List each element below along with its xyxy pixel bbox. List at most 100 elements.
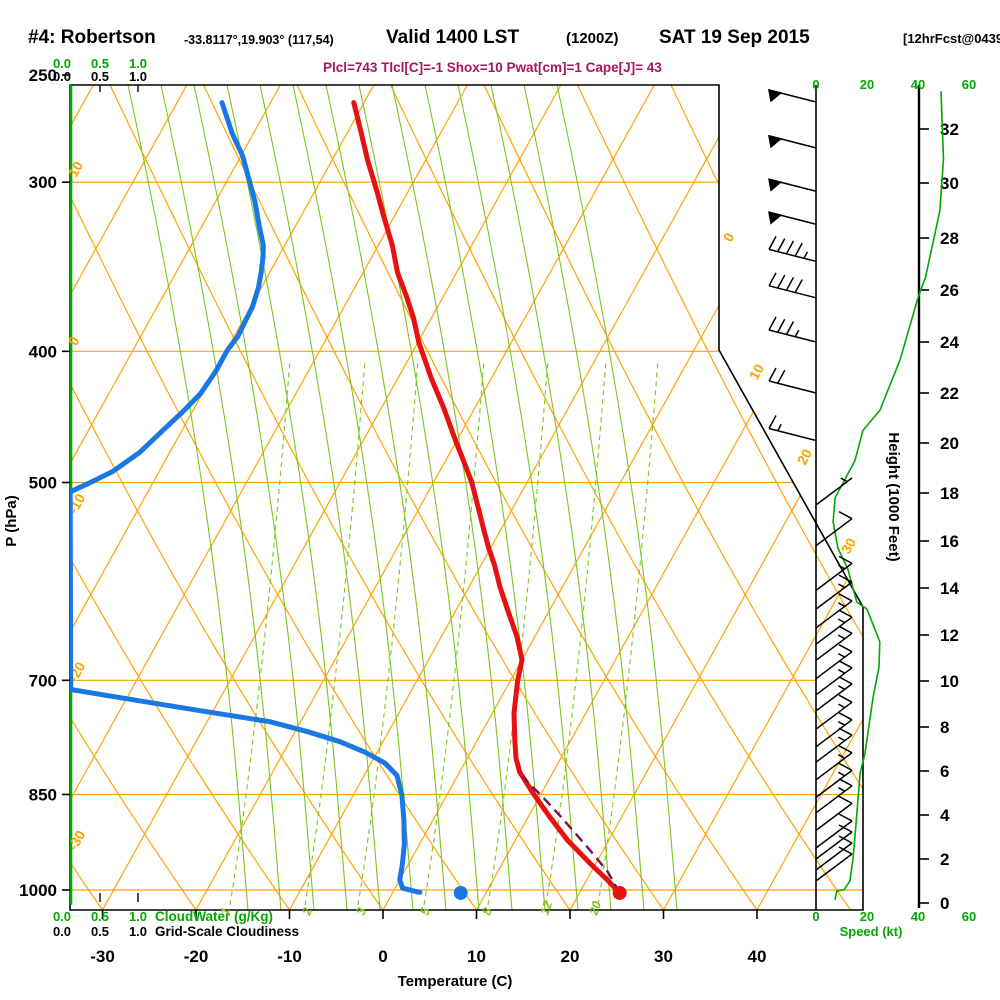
wind-barb (815, 745, 853, 781)
isotherm-label-right: 0 (720, 230, 738, 245)
moist-adiabat-line (556, 85, 678, 910)
cloudwater-tick-top: 1.0 (129, 56, 147, 71)
isotherm-line (569, 85, 863, 910)
barb-feather (838, 824, 853, 833)
isotherm-label-right: 20 (794, 446, 816, 468)
cloudwater-tick-bottom: 0.5 (91, 909, 109, 924)
cloudwater-axis-title: CloudWater (g/Kg) (155, 909, 273, 924)
temperature-axis-title: Temperature (C) (398, 973, 513, 990)
wind-barb (768, 211, 817, 225)
mixing-ratio-label: 1 (218, 906, 233, 917)
cloudwater-tick-bottom: 1.0 (129, 909, 147, 924)
pressure-axis: 250 300 400 500 700 850 1000 P (hPa) (3, 66, 70, 900)
barb-shaft (815, 616, 853, 645)
barb-feather (838, 694, 853, 703)
dewpoint-profile (70, 100, 423, 895)
barb-shaft (815, 562, 853, 591)
barb-feather (838, 795, 853, 805)
mixing-ratio-line (229, 359, 291, 906)
barb-pennant (768, 211, 783, 225)
barb-shaft (815, 518, 853, 547)
barb-feather (794, 279, 803, 293)
pressure-tick-label: 500 (29, 474, 57, 493)
cloudiness-tick-bottom: 0.5 (91, 924, 109, 939)
barb-half-feather (837, 771, 846, 777)
height-tick-label: 30 (940, 174, 959, 193)
moist-adiabats (127, 85, 678, 910)
barb-feather (838, 555, 853, 565)
barb-feather (785, 276, 795, 291)
wind-barb (815, 477, 853, 506)
temperature-tick-label: -20 (184, 947, 209, 966)
height-tick-label: 32 (940, 120, 959, 139)
mixing-ratio-line (304, 359, 366, 906)
mixing-ratio-line (597, 359, 659, 906)
wind-barb (815, 574, 853, 610)
mixing-ratio-line (545, 359, 607, 906)
wind-barb (815, 824, 853, 860)
pressure-tick-label: 850 (29, 785, 57, 804)
barb-shaft (815, 581, 853, 610)
barb-shaft (815, 719, 853, 748)
pressure-tick-label: 700 (29, 671, 57, 690)
moist-adiabat-line (127, 85, 249, 910)
isotherm-line (70, 85, 281, 910)
barb-feather (768, 316, 777, 331)
speed-tick-label-top: 40 (911, 77, 925, 92)
moist-adiabat-line (490, 85, 612, 910)
mixing-ratio-label: 5 (418, 905, 434, 917)
barb-shaft (768, 248, 817, 263)
isotherm-line (101, 85, 562, 910)
dry-adiabat-line (70, 85, 290, 910)
isotherm-line (756, 85, 863, 910)
valid-zulu-label: (1200Z) (566, 30, 619, 47)
cloudiness-axis-title: Grid-Scale Cloudiness (155, 924, 299, 939)
barb-feather (838, 644, 853, 653)
mixing-ratio-label: 3 (354, 906, 369, 917)
barb-feather (838, 660, 853, 669)
wind-barb (815, 846, 853, 882)
cloud-scales: 0.00.00.50.51.01.00.00.00.50.51.01.0Clou… (53, 56, 299, 939)
barb-shaft (768, 380, 817, 394)
dry-adiabat-line (109, 85, 571, 910)
barb-half-feather (837, 652, 846, 658)
barb-shaft (815, 853, 853, 882)
wind-barb (815, 694, 853, 730)
barb-half-feather (777, 423, 782, 432)
height-tick-label: 18 (940, 484, 959, 503)
isotherm-line (288, 85, 749, 910)
barb-shaft (815, 477, 853, 506)
temperature-tick-label: -30 (90, 947, 115, 966)
height-tick-label: 24 (940, 333, 959, 352)
barb-feather (768, 272, 777, 287)
barb-feather (838, 574, 853, 583)
temperature-profile (351, 100, 623, 896)
barb-shaft (815, 820, 853, 849)
mixing-ratio-line (423, 359, 485, 906)
barb-pennant (768, 178, 783, 192)
temperature-tick-label: 40 (748, 947, 767, 966)
height-tick-label: 0 (940, 894, 949, 913)
isotherm-label-left: -30 (65, 827, 89, 853)
barb-half-feather (794, 329, 800, 338)
barb-feather (838, 846, 853, 855)
isotherm-label-left: 10 (65, 158, 87, 180)
height-tick-label: 14 (940, 579, 959, 598)
isotherm-label-left: -10 (65, 491, 89, 517)
dry-adiabat-line (202, 85, 664, 910)
moist-adiabat-line (457, 85, 579, 910)
barb-shaft (815, 842, 853, 871)
wind-barb (815, 762, 853, 799)
surface-dewpoint-dot (453, 885, 468, 900)
barb-feather (838, 778, 853, 787)
isotherm-label-right: 10 (746, 361, 768, 383)
forecast-cycle-tag: [12hrFcst@0439z] (903, 31, 1000, 46)
barb-feather (838, 762, 853, 772)
mixing-ratio-label: 12 (538, 899, 556, 917)
barb-half-feather (837, 721, 846, 726)
mixing-ratio-labels: 1 2 3 5 8 12 20 (218, 899, 605, 918)
parcel-path (521, 775, 621, 894)
barb-feather (785, 321, 795, 335)
